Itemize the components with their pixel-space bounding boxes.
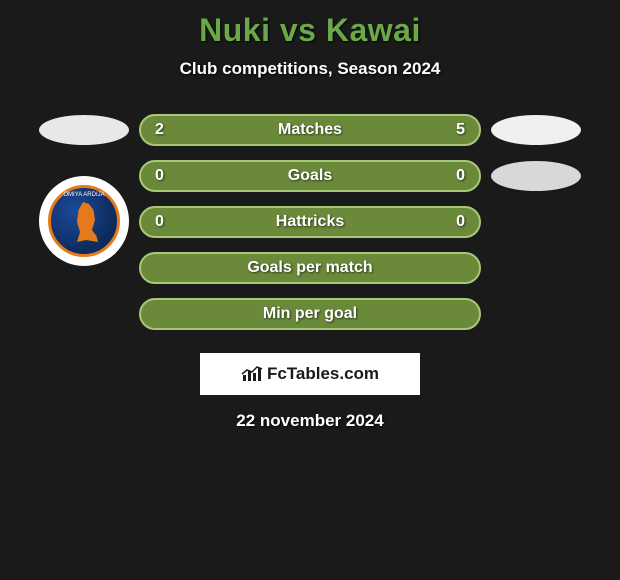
stat-label: Hattricks — [276, 213, 344, 231]
fctables-text: FcTables.com — [267, 364, 379, 384]
stats-rows: 2 Matches 5 OMIYA ARDIJA 0 Goals 0 — [0, 107, 620, 337]
stat-left-value: 0 — [155, 167, 164, 185]
stat-right-value: 0 — [456, 167, 465, 185]
infographic-container: Nuki vs Kawai Club competitions, Season … — [0, 0, 620, 580]
fctables-chart-icon — [241, 365, 263, 383]
stat-left-value: 2 — [155, 121, 164, 139]
date-text: 22 november 2024 — [0, 411, 620, 431]
stat-row: OMIYA ARDIJA 0 Goals 0 — [0, 153, 620, 199]
stat-right-value: 0 — [456, 213, 465, 231]
stat-bar-goals-per-match: Goals per match — [139, 252, 481, 284]
stat-label: Goals — [288, 167, 332, 185]
stat-row: 2 Matches 5 — [0, 107, 620, 153]
stat-label: Goals per match — [247, 259, 372, 277]
left-team-oval — [39, 115, 129, 145]
stat-bar-matches: 2 Matches 5 — [139, 114, 481, 146]
right-team-oval — [491, 161, 581, 191]
right-team-oval — [491, 115, 581, 145]
badge-squirrel-icon — [71, 202, 101, 242]
page-title: Nuki vs Kawai — [0, 0, 620, 49]
stat-bar-min-per-goal: Min per goal — [139, 298, 481, 330]
stat-bar-hattricks: 0 Hattricks 0 — [139, 206, 481, 238]
stat-bar-goals: 0 Goals 0 — [139, 160, 481, 192]
fctables-watermark: FcTables.com — [200, 353, 420, 395]
left-team-badge: OMIYA ARDIJA — [39, 176, 129, 266]
stat-left-value: 0 — [155, 213, 164, 231]
stat-label: Min per goal — [263, 305, 357, 323]
badge-inner-icon: OMIYA ARDIJA — [48, 185, 120, 257]
stat-label: Matches — [278, 121, 342, 139]
badge-text: OMIYA ARDIJA — [51, 192, 117, 198]
stat-right-value: 5 — [456, 121, 465, 139]
stat-row: Min per goal — [0, 291, 620, 337]
subtitle: Club competitions, Season 2024 — [0, 59, 620, 79]
